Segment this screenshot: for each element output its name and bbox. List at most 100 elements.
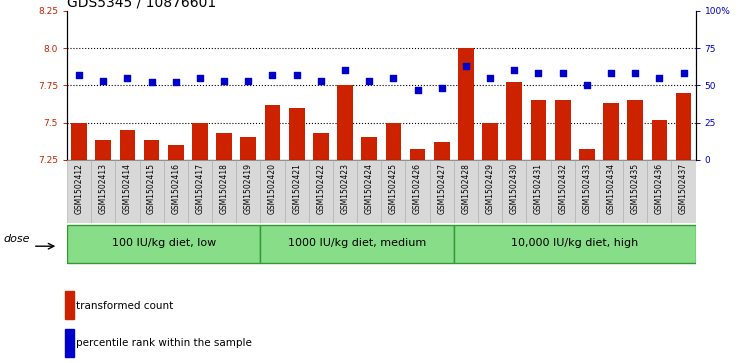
Text: GSM1502425: GSM1502425 bbox=[389, 163, 398, 214]
Bar bbox=[120, 130, 135, 160]
Bar bbox=[192, 123, 208, 160]
Bar bbox=[260, 160, 284, 223]
Bar bbox=[168, 145, 184, 160]
Bar bbox=[599, 160, 623, 223]
Text: GSM1502412: GSM1502412 bbox=[74, 163, 83, 214]
Text: dose: dose bbox=[3, 234, 30, 244]
Point bbox=[146, 79, 158, 85]
Bar bbox=[65, 291, 74, 319]
Bar bbox=[482, 123, 498, 160]
Point bbox=[508, 68, 520, 73]
Text: GSM1502431: GSM1502431 bbox=[534, 163, 543, 214]
Point bbox=[73, 72, 85, 78]
Bar bbox=[603, 103, 619, 160]
Bar bbox=[430, 160, 454, 223]
Text: GSM1502417: GSM1502417 bbox=[196, 163, 205, 214]
Text: 1000 IU/kg diet, medium: 1000 IU/kg diet, medium bbox=[288, 238, 426, 248]
Point bbox=[388, 75, 400, 81]
Bar bbox=[410, 149, 426, 160]
Bar bbox=[623, 160, 647, 223]
Bar bbox=[579, 149, 594, 160]
Point bbox=[460, 63, 472, 69]
Bar bbox=[92, 160, 115, 223]
Bar bbox=[95, 140, 111, 160]
Text: GSM1502434: GSM1502434 bbox=[606, 163, 615, 214]
Text: GSM1502435: GSM1502435 bbox=[631, 163, 640, 214]
Text: 10,000 IU/kg diet, high: 10,000 IU/kg diet, high bbox=[511, 238, 638, 248]
Text: GSM1502418: GSM1502418 bbox=[219, 163, 228, 214]
Point bbox=[557, 70, 568, 76]
Bar bbox=[313, 133, 329, 160]
Bar bbox=[454, 225, 696, 263]
Bar bbox=[362, 137, 377, 160]
Bar bbox=[337, 85, 353, 160]
Point bbox=[121, 75, 133, 81]
Point bbox=[339, 68, 351, 73]
Bar bbox=[454, 160, 478, 223]
Text: GSM1502423: GSM1502423 bbox=[341, 163, 350, 214]
Point bbox=[436, 85, 448, 91]
Bar bbox=[551, 160, 574, 223]
Bar bbox=[212, 160, 237, 223]
Point bbox=[533, 70, 545, 76]
Point bbox=[605, 70, 617, 76]
Text: GSM1502426: GSM1502426 bbox=[413, 163, 422, 214]
Bar bbox=[217, 133, 232, 160]
Point bbox=[653, 75, 665, 81]
Text: GSM1502433: GSM1502433 bbox=[583, 163, 591, 214]
Text: 100 IU/kg diet, low: 100 IU/kg diet, low bbox=[112, 238, 216, 248]
Bar bbox=[530, 100, 546, 160]
Point bbox=[218, 78, 230, 84]
Text: GSM1502420: GSM1502420 bbox=[268, 163, 277, 214]
Text: transformed count: transformed count bbox=[77, 301, 173, 310]
Point bbox=[678, 70, 690, 76]
Bar bbox=[357, 160, 382, 223]
Bar bbox=[144, 140, 159, 160]
Text: GSM1502432: GSM1502432 bbox=[558, 163, 567, 214]
Bar bbox=[627, 100, 643, 160]
Text: GSM1502413: GSM1502413 bbox=[99, 163, 108, 214]
Bar bbox=[240, 137, 256, 160]
Point bbox=[411, 87, 423, 93]
Bar bbox=[333, 160, 357, 223]
Text: percentile rank within the sample: percentile rank within the sample bbox=[77, 338, 252, 348]
Text: GSM1502419: GSM1502419 bbox=[244, 163, 253, 214]
Text: GSM1502428: GSM1502428 bbox=[461, 163, 470, 214]
Bar bbox=[382, 160, 405, 223]
Bar bbox=[67, 225, 260, 263]
Text: GSM1502414: GSM1502414 bbox=[123, 163, 132, 214]
Point bbox=[97, 78, 109, 84]
Bar bbox=[507, 82, 522, 160]
Bar bbox=[652, 119, 667, 160]
Point bbox=[266, 72, 278, 78]
Point bbox=[170, 79, 182, 85]
Point bbox=[629, 70, 641, 76]
Bar bbox=[237, 160, 260, 223]
Text: GSM1502430: GSM1502430 bbox=[510, 163, 519, 214]
Bar bbox=[647, 160, 671, 223]
Point bbox=[315, 78, 327, 84]
Bar bbox=[284, 160, 309, 223]
Bar bbox=[140, 160, 164, 223]
Point bbox=[291, 72, 303, 78]
Text: GSM1502422: GSM1502422 bbox=[316, 163, 325, 214]
Bar bbox=[164, 160, 188, 223]
Text: GSM1502416: GSM1502416 bbox=[171, 163, 180, 214]
Bar bbox=[478, 160, 502, 223]
Text: GSM1502437: GSM1502437 bbox=[679, 163, 688, 214]
Bar bbox=[405, 160, 430, 223]
Bar bbox=[575, 160, 599, 223]
Point bbox=[484, 75, 496, 81]
Text: GSM1502429: GSM1502429 bbox=[486, 163, 495, 214]
Bar bbox=[265, 105, 280, 160]
Point bbox=[243, 78, 254, 84]
Bar bbox=[260, 225, 454, 263]
Text: GSM1502424: GSM1502424 bbox=[365, 163, 373, 214]
Bar bbox=[502, 160, 527, 223]
Bar bbox=[115, 160, 140, 223]
Bar bbox=[67, 160, 91, 223]
Bar bbox=[676, 93, 691, 160]
Text: GSM1502421: GSM1502421 bbox=[292, 163, 301, 214]
Bar bbox=[434, 142, 449, 160]
Bar bbox=[458, 48, 474, 160]
